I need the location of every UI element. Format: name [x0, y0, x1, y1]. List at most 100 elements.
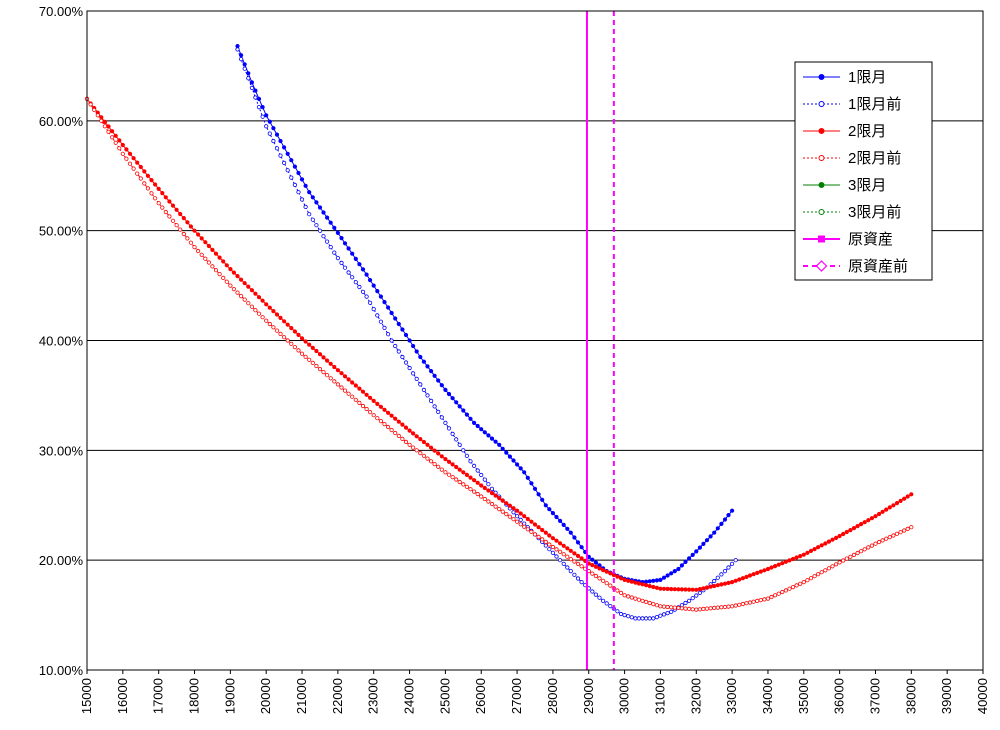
- data-point: [801, 552, 806, 557]
- data-point: [239, 56, 244, 62]
- data-point: [321, 234, 326, 239]
- data-point: [468, 487, 473, 492]
- data-point: [450, 396, 455, 401]
- data-point: [170, 203, 176, 208]
- data-point: [661, 575, 667, 580]
- series-line: [237, 49, 737, 619]
- data-point: [676, 566, 681, 572]
- legend-marker: [818, 209, 825, 215]
- data-point: [203, 256, 208, 261]
- data-point: [540, 537, 545, 542]
- x-tick-label: 38000: [903, 678, 918, 714]
- data-point: [425, 442, 430, 447]
- data-point: [590, 571, 595, 576]
- data-point: [267, 119, 272, 124]
- data-point: [450, 462, 455, 467]
- data-point: [755, 598, 760, 604]
- data-point: [593, 573, 599, 579]
- data-point: [396, 419, 401, 424]
- data-point: [353, 280, 358, 285]
- data-point: [131, 156, 136, 161]
- data-point: [497, 506, 502, 512]
- data-point: [260, 298, 265, 303]
- data-point: [669, 605, 674, 610]
- data-point: [292, 164, 298, 169]
- data-point: [278, 331, 283, 336]
- data-point: [704, 585, 710, 590]
- data-point: [357, 262, 362, 267]
- data-point: [328, 220, 333, 225]
- data-point: [651, 616, 656, 621]
- data-point: [565, 565, 570, 570]
- data-point: [446, 459, 452, 464]
- data-point: [550, 550, 556, 555]
- data-point: [618, 611, 624, 617]
- data-point: [618, 576, 624, 581]
- data-point: [873, 541, 878, 546]
- data-point: [135, 160, 140, 165]
- data-point: [296, 190, 301, 195]
- series-line: [86, 98, 912, 611]
- data-point: [411, 431, 416, 436]
- data-point: [353, 383, 358, 388]
- data-point: [837, 560, 842, 565]
- data-point: [561, 522, 566, 528]
- data-point: [579, 564, 584, 569]
- data-point: [461, 482, 466, 487]
- data-point: [715, 526, 720, 531]
- data-point: [729, 604, 735, 609]
- data-point: [733, 578, 738, 583]
- data-point: [328, 245, 333, 250]
- data-point: [350, 380, 355, 385]
- data-point: [142, 169, 147, 174]
- data-point: [396, 349, 401, 354]
- data-point: [504, 511, 509, 517]
- data-point: [765, 566, 771, 572]
- data-point: [321, 210, 326, 215]
- x-tick-label: 32000: [688, 678, 703, 714]
- data-point: [436, 464, 441, 469]
- data-point: [411, 343, 416, 349]
- data-point: [475, 480, 480, 485]
- data-point: [282, 319, 287, 324]
- x-tick-label: 22000: [330, 678, 345, 714]
- data-point: [357, 386, 362, 391]
- data-point: [464, 472, 470, 478]
- data-point: [525, 475, 530, 480]
- data-point: [884, 536, 889, 541]
- data-point: [557, 518, 563, 524]
- data-point: [375, 313, 380, 318]
- data-point: [124, 156, 129, 161]
- data-point: [489, 486, 495, 491]
- data-point: [902, 528, 907, 533]
- data-point: [550, 510, 556, 516]
- data-point: [149, 178, 154, 183]
- data-point: [529, 519, 534, 524]
- legend-marker: [818, 128, 825, 134]
- data-point: [382, 300, 387, 305]
- data-point: [371, 413, 376, 418]
- data-point: [464, 484, 469, 489]
- data-point: [167, 199, 172, 204]
- data-point: [367, 300, 373, 305]
- data-point: [120, 151, 125, 156]
- x-tick-label: 16000: [115, 678, 130, 714]
- data-point: [400, 327, 405, 332]
- data-point: [454, 437, 459, 442]
- data-point: [264, 113, 269, 118]
- data-point: [876, 539, 882, 545]
- data-point: [289, 175, 294, 180]
- data-point: [511, 510, 516, 515]
- data-point: [246, 284, 251, 289]
- data-point: [429, 369, 434, 374]
- data-point: [256, 295, 262, 300]
- data-point: [439, 467, 444, 472]
- data-point: [242, 66, 247, 71]
- data-point: [712, 583, 717, 589]
- data-point: [360, 389, 366, 394]
- data-point: [712, 530, 717, 535]
- data-point: [274, 132, 280, 137]
- data-point: [790, 584, 796, 590]
- data-point: [626, 614, 631, 619]
- data-point: [643, 579, 649, 584]
